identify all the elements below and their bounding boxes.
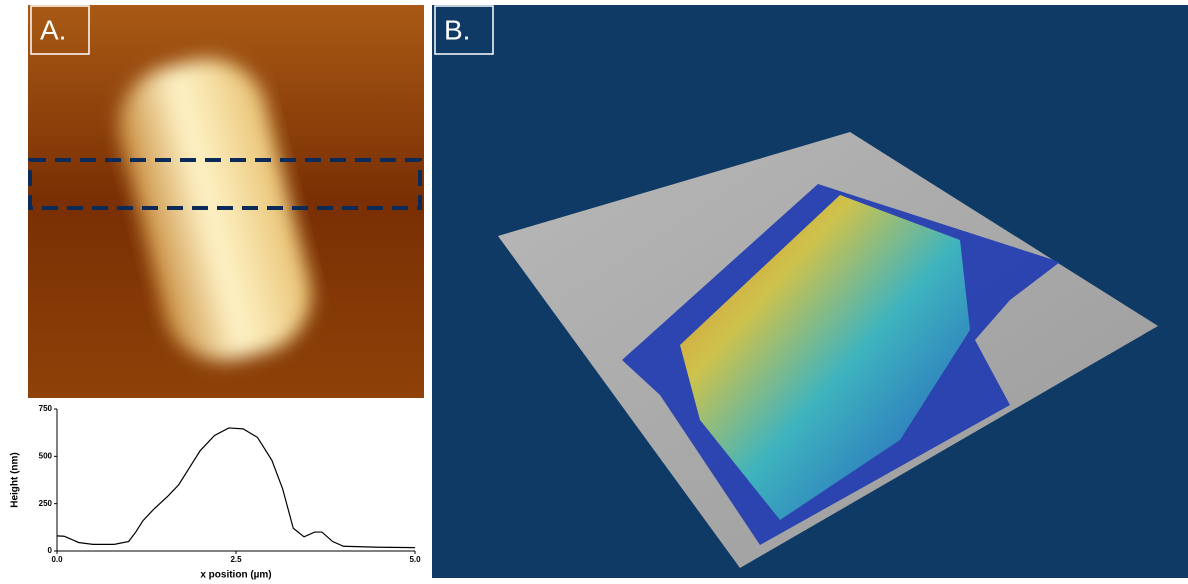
profile-region: [28, 158, 422, 210]
panel-b-image: B.: [432, 5, 1188, 578]
y-tick-label: 250: [39, 499, 53, 508]
y-tick-label: 500: [39, 451, 53, 460]
profile-chart: Height (nm) x position (µm) 0 250 500 750 0.…: [10, 404, 421, 581]
panel-label: B.: [444, 14, 470, 45]
x-axis-label: x position (µm): [200, 570, 271, 581]
panel-label: A.: [40, 14, 66, 45]
x-tick-label: 2.5: [230, 555, 242, 564]
label-box: [30, 5, 90, 55]
panel-a-image: A.: [28, 5, 424, 398]
y-tick-label: 750: [39, 404, 53, 413]
label-box: [434, 5, 494, 55]
x-tick-label: 0.0: [51, 555, 63, 564]
y-tick-label: 0: [48, 546, 53, 555]
y-axis-label: Height (nm): [10, 452, 21, 508]
afm-rod: [118, 59, 312, 361]
profile-line: [56, 427, 416, 549]
x-tick-label: 5.0: [409, 555, 421, 564]
heatmap-core: [680, 195, 970, 520]
